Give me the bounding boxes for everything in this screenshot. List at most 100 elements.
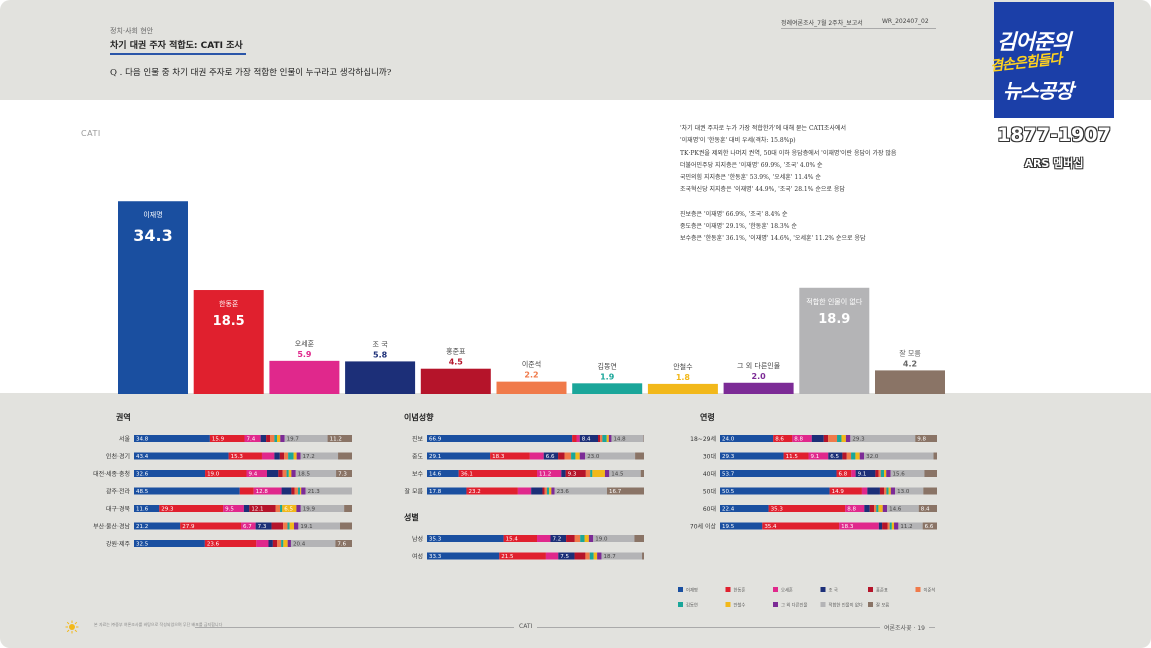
segment: [918, 505, 937, 512]
segment: [924, 470, 937, 477]
segment: [274, 435, 278, 442]
legend-swatch: [868, 602, 873, 607]
segment: [861, 487, 868, 495]
segment-value: 6.7: [243, 524, 252, 530]
title-underline: [110, 53, 246, 55]
segment: [611, 435, 644, 442]
breakdown-title: 연령: [700, 412, 715, 422]
breakdown-title: 성별: [404, 512, 419, 522]
segment: [922, 522, 937, 530]
summary-line: 진보층은 '이재명' 66.9%, '조국' 8.4% 순: [680, 210, 788, 218]
segment: [635, 452, 644, 460]
segment: [609, 470, 641, 477]
segment-value: 7.6: [337, 542, 346, 548]
segment-value: 27.9: [182, 524, 195, 530]
report-code: WR_202407_02: [882, 18, 929, 25]
segment-value: 9.1: [858, 472, 867, 478]
segment: [878, 522, 883, 530]
legend-label: 안철수: [734, 602, 746, 609]
segment-value: 24.0: [722, 437, 735, 443]
segment: [271, 522, 284, 530]
segment: [879, 487, 885, 495]
segment-value: 8.8: [847, 507, 856, 513]
segment: [891, 522, 895, 530]
segment: [134, 540, 205, 547]
segment: [551, 487, 555, 495]
segment-value: 18.7: [603, 554, 616, 560]
segment: [792, 435, 812, 442]
summary-line: TK·PK권을 제외한 나머지 권역, 50대 이하 응답층에서 '이재명'이란…: [680, 149, 897, 157]
segment: [585, 452, 636, 460]
segment: [284, 435, 328, 442]
segment: [915, 435, 937, 442]
segment-value: 7.3: [258, 524, 267, 530]
segment: [280, 435, 285, 442]
bar-category-label: 김동연: [598, 362, 617, 370]
segment: [295, 470, 337, 477]
segment: [490, 452, 530, 460]
row-label: 중도: [412, 454, 424, 461]
segment: [855, 452, 860, 460]
segment: [890, 487, 896, 495]
legend-label: 김동연: [686, 602, 698, 609]
segment: [720, 505, 769, 512]
segment-value: 36.1: [461, 472, 473, 478]
logo-line1: 김어준의: [997, 30, 1071, 54]
summary-line: '이재명'이 '한동훈' 대비 우세(격차: 15.8%p): [680, 137, 796, 145]
segment: [571, 452, 576, 460]
segment: [585, 552, 590, 560]
bar-1: [193, 290, 264, 394]
segment: [864, 505, 870, 512]
segment: [574, 535, 581, 542]
segment: [294, 522, 299, 530]
segment: [543, 452, 559, 460]
section-category: 정치·사회 현안: [110, 27, 154, 35]
segment-value: 21.2: [136, 524, 148, 530]
segment: [134, 452, 229, 460]
row-label: 남성: [412, 535, 423, 543]
segment: [246, 470, 267, 477]
segment-value: 21.5: [501, 554, 514, 560]
segment: [606, 435, 609, 442]
row-label: 50대: [703, 488, 716, 496]
segment-value: 6.5: [284, 507, 293, 513]
segment: [344, 505, 352, 512]
segment: [829, 487, 862, 495]
segment: [300, 487, 302, 495]
segment-value: 9.5: [225, 507, 234, 513]
segment-value: 15.9: [212, 437, 225, 443]
summary-text: '차기 대권 주자로 누가 가장 적합한가'에 대해 묻는 CATI조사에서 '…: [680, 123, 896, 246]
segment: [529, 452, 544, 460]
segment: [574, 552, 586, 560]
survey-question: Q . 다음 인물 중 차기 대권 주자로 가장 적합한 인물이 누구라고 생각…: [110, 68, 392, 78]
segment: [579, 452, 586, 460]
segment: [566, 535, 575, 542]
segment-value: 7.5: [560, 554, 569, 560]
segment: [427, 435, 573, 442]
segment: [720, 452, 784, 460]
row-label: 강원·제주: [106, 540, 130, 548]
segment: [296, 505, 301, 512]
segment: [239, 487, 254, 495]
segment: [855, 470, 876, 477]
segment: [898, 522, 923, 530]
segment: [517, 487, 532, 495]
logo-line3: 뉴스공장: [1003, 79, 1074, 103]
segment: [841, 435, 846, 442]
row-label: 진보: [412, 435, 424, 443]
legend-label: 그 외 다른인물: [781, 602, 807, 609]
row-label: 여성: [412, 553, 423, 561]
segment: [720, 435, 774, 442]
summary-line: 중도층은 '이재명' 29.1%, '한동훈' 18.3% 순: [680, 223, 797, 231]
segment: [882, 505, 888, 512]
segment: [287, 522, 290, 530]
legend-swatch: [773, 602, 778, 607]
breakdown-title: 권역: [116, 412, 131, 422]
segment: [228, 452, 262, 460]
report-name: 정례여론조사_7월 2주차_보고서: [781, 20, 863, 27]
segment-value: 15.4: [506, 537, 519, 543]
segment-value: 35.3: [429, 537, 442, 543]
legend-swatch: [725, 587, 731, 592]
segment: [546, 487, 550, 495]
